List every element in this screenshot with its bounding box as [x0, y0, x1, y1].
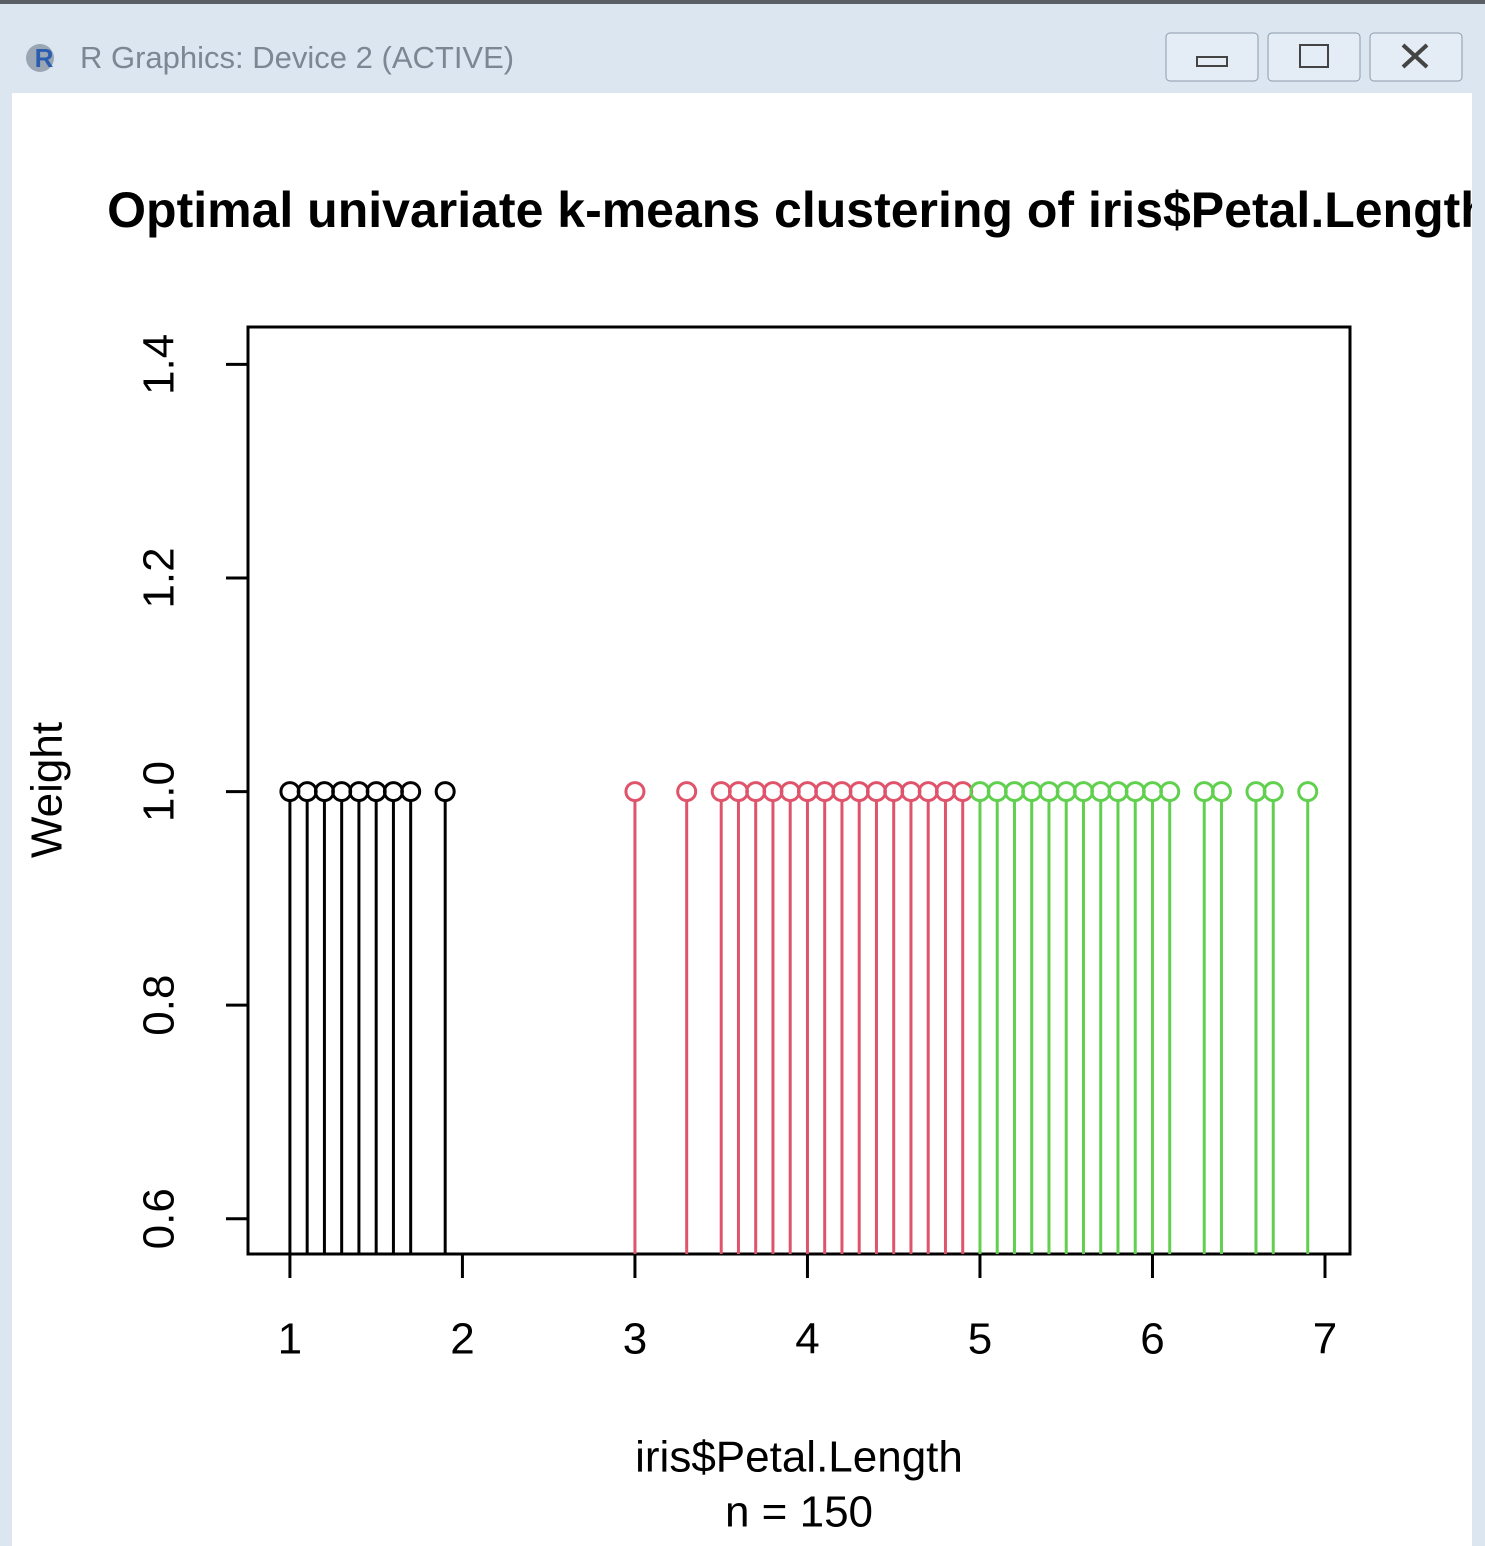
- x-tick-label: 3: [623, 1315, 647, 1364]
- y-tick-label: 0.8: [135, 975, 184, 1036]
- x-tick-label: 1: [278, 1315, 302, 1364]
- x-tick-label: 7: [1313, 1315, 1337, 1364]
- y-axis-label: Weight: [23, 722, 72, 858]
- stem-point: [1262, 781, 1284, 803]
- y-tick-label: 1.4: [135, 334, 184, 395]
- chart-title: Optimal univariate k-means clustering of…: [107, 182, 1485, 238]
- window-title: R Graphics: Device 2 (ACTIVE): [80, 40, 514, 75]
- r-icon-letter: R: [35, 43, 54, 73]
- frame-top: [0, 0, 1485, 4]
- stem-point: [400, 781, 422, 803]
- x-tick-label: 6: [1140, 1315, 1164, 1364]
- stem-point: [1297, 781, 1319, 803]
- y-tick-label: 1.2: [135, 547, 184, 608]
- x-axis-label: iris$Petal.Length: [635, 1433, 963, 1482]
- stem-point: [1159, 781, 1181, 803]
- plot-device: [12, 93, 1472, 1546]
- x-tick-label: 5: [968, 1315, 992, 1364]
- close-icon: [1401, 43, 1429, 69]
- y-tick-label: 0.6: [135, 1188, 184, 1249]
- subtitle: n = 150: [725, 1488, 873, 1537]
- maximize-button[interactable]: [1267, 32, 1361, 82]
- x-tick-label: 4: [795, 1315, 819, 1364]
- stem-point: [1210, 781, 1232, 803]
- stem-point: [434, 781, 456, 803]
- r-icon: [26, 44, 54, 72]
- stem-point: [624, 781, 646, 803]
- x-tick-label: 2: [450, 1315, 474, 1364]
- minimize-icon: [1196, 56, 1228, 67]
- stem-point: [676, 781, 698, 803]
- y-tick-label: 1.0: [135, 761, 184, 822]
- plot-area: Optimal univariate k-means clustering of…: [23, 182, 1485, 1537]
- maximize-icon: [1299, 44, 1329, 68]
